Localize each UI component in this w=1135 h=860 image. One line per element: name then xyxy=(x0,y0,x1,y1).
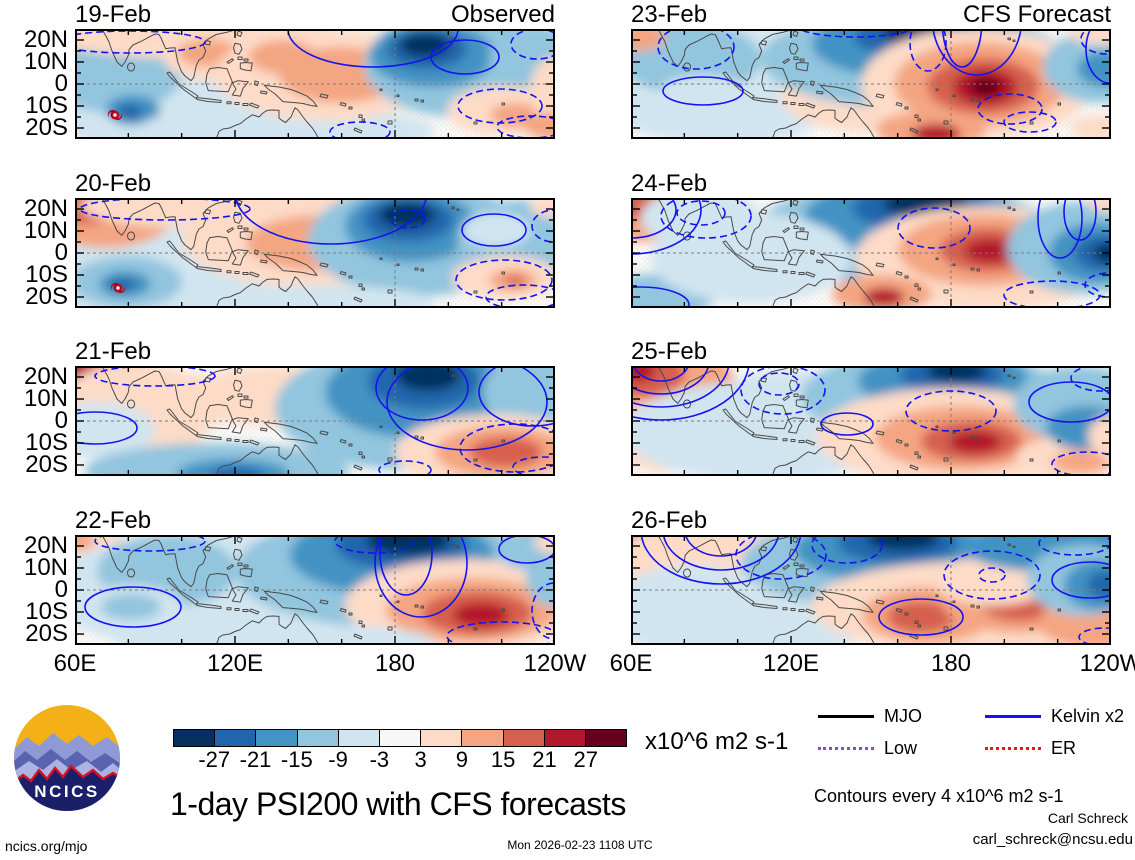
y-axis-label-0: 0 xyxy=(54,407,68,434)
colorbar-tick-21: 21 xyxy=(532,747,557,772)
y-axis-label-10N: 10N xyxy=(23,217,68,244)
panel-date: 20-Feb xyxy=(75,170,152,197)
y-axis-label-20N: 20N xyxy=(23,363,68,390)
panel-date: 19-Feb xyxy=(75,1,152,28)
colorbar-tick--27: -27 xyxy=(198,747,231,772)
colorbar-tick-15: 15 xyxy=(490,747,516,772)
panel-date: 23-Feb xyxy=(631,1,708,28)
map-panel-25-Feb xyxy=(631,366,1111,476)
y-axis-label-10S: 10S xyxy=(25,92,68,119)
colorbar-units-label: x10^6 m2 s-1 xyxy=(645,728,789,755)
panel-source-label: CFS Forecast xyxy=(962,1,1111,28)
colorbar-tick--21: -21 xyxy=(239,747,272,772)
figure-title: 1-day PSI200 with CFS forecasts xyxy=(170,786,626,822)
y-axis-label-20N: 20N xyxy=(23,195,68,222)
map-panel-22-Feb xyxy=(75,535,555,645)
legend-line-kelvin-x2 xyxy=(985,715,1041,718)
map-panel-26-Feb xyxy=(631,535,1111,645)
y-axis-label-10S: 10S xyxy=(25,598,68,625)
colorbar-cell xyxy=(544,730,586,746)
legend-label-er: ER xyxy=(1051,738,1077,758)
colorbar-tick-3: 3 xyxy=(414,747,427,772)
colorbar-cell xyxy=(421,730,463,746)
y-axis-label-20S: 20S xyxy=(25,620,68,647)
y-axis-label-10N: 10N xyxy=(23,385,68,412)
legend-line-mjo xyxy=(818,715,874,718)
credit-email[interactable]: carl_schreck@ncsu.edu xyxy=(972,831,1133,848)
colorbar-cell xyxy=(297,730,339,746)
colorbar-tick--9: -9 xyxy=(328,747,348,772)
colorbar xyxy=(173,729,627,747)
map-panel-20-Feb xyxy=(75,198,555,308)
x-axis-label-120E: 120E xyxy=(762,650,820,677)
colorbar-tick-9: 9 xyxy=(455,747,469,772)
ncics-logo-text: NCICS xyxy=(34,782,99,801)
legend-line-low xyxy=(818,747,874,750)
legend-label-low: Low xyxy=(884,738,918,758)
colorbar-tick--15: -15 xyxy=(280,747,313,772)
y-axis-label-0: 0 xyxy=(54,576,68,603)
panel-date: 22-Feb xyxy=(75,507,152,534)
colorbar-cell xyxy=(174,730,216,746)
generation-timestamp: Mon 2026-02-23 1108 UTC xyxy=(507,838,653,852)
panel-date: 24-Feb xyxy=(631,170,708,197)
x-axis-label-120W: 120W xyxy=(523,650,587,677)
panel-title-25-Feb: 25-Feb xyxy=(631,339,1111,365)
panel-title-23-Feb: 23-Feb CFS Forecast xyxy=(631,2,1111,28)
panel-title-19-Feb: 19-Feb Observed xyxy=(75,2,555,28)
panel-title-21-Feb: 21-Feb xyxy=(75,339,555,365)
x-axis-label-180: 180 xyxy=(374,650,416,677)
colorbar-cell xyxy=(503,730,545,746)
x-axis-label-60E: 60E xyxy=(53,650,97,677)
panel-date: 26-Feb xyxy=(631,507,708,534)
map-panel-21-Feb xyxy=(75,366,555,476)
y-axis-label-20S: 20S xyxy=(25,283,68,310)
legend-label-kelvin-x2: Kelvin x2 xyxy=(1051,706,1125,726)
x-axis-label-60E: 60E xyxy=(609,650,653,677)
y-axis-label-20S: 20S xyxy=(25,114,68,141)
panel-date: 25-Feb xyxy=(631,338,708,365)
colorbar-cell xyxy=(585,730,627,746)
panel-title-22-Feb: 22-Feb xyxy=(75,508,555,534)
x-axis-label-180: 180 xyxy=(930,650,972,677)
y-axis-label-10N: 10N xyxy=(23,48,68,75)
y-axis-label-20N: 20N xyxy=(23,532,68,559)
panel-title-26-Feb: 26-Feb xyxy=(631,508,1111,534)
colorbar-tick-27: 27 xyxy=(573,747,598,772)
colorbar-tick--3: -3 xyxy=(369,747,390,772)
ncics-logo: NCICS xyxy=(14,705,120,811)
y-axis-label-0: 0 xyxy=(54,70,68,97)
y-axis-label-10S: 10S xyxy=(25,429,68,456)
credit-name: Carl Schreck xyxy=(1047,810,1128,826)
legend-label-mjo: MJO xyxy=(884,706,922,726)
colorbar-cell xyxy=(379,730,422,746)
panel-date: 21-Feb xyxy=(75,338,152,365)
contour-interval-note: Contours every 4 x10^6 m2 s-1 xyxy=(814,786,1064,806)
y-axis-label-20S: 20S xyxy=(25,451,68,478)
colorbar-cell xyxy=(256,730,298,746)
colorbar-cell xyxy=(462,730,504,746)
map-panel-23-Feb xyxy=(631,29,1111,139)
x-axis-label-120W: 120W xyxy=(1079,650,1135,677)
site-url[interactable]: ncics.org/mjo xyxy=(5,838,88,854)
y-axis-label-10N: 10N xyxy=(23,554,68,581)
map-panel-19-Feb xyxy=(75,29,555,139)
y-axis-label-10S: 10S xyxy=(25,261,68,288)
panel-title-24-Feb: 24-Feb xyxy=(631,171,1111,197)
panel-title-20-Feb: 20-Feb xyxy=(75,171,555,197)
colorbar-cell xyxy=(338,730,380,746)
x-axis-label-120E: 120E xyxy=(206,650,264,677)
y-axis-label-0: 0 xyxy=(54,239,68,266)
panel-source-label: Observed xyxy=(450,1,555,28)
legend-line-er xyxy=(985,747,1041,750)
map-panel-24-Feb xyxy=(631,198,1111,308)
y-axis-label-20N: 20N xyxy=(23,26,68,53)
colorbar-cell xyxy=(215,730,257,746)
